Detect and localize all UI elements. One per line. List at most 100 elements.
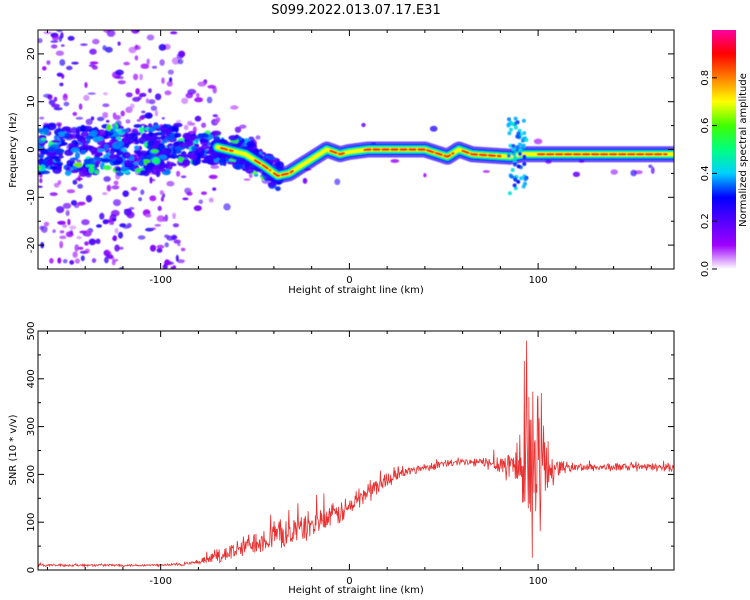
heatmap-noise-cell — [43, 221, 50, 227]
heatmap-band-cell — [49, 165, 58, 170]
heatmap-band-cell — [234, 163, 243, 170]
heatmap-band-cell — [226, 161, 237, 165]
heatmap-noise-cell — [171, 57, 180, 65]
heatmap-noise-cell — [149, 244, 157, 252]
heatmap-spike-cell — [519, 176, 524, 181]
heatmap-spike-cell — [507, 122, 511, 127]
heatmap-noise-cell — [175, 119, 182, 123]
heatmap-noise-cell — [212, 114, 218, 118]
heatmap-band-cell — [164, 169, 171, 175]
snr-panel: -100 0 100 0 100 200 300 400 500 Height of stra… — [8, 321, 675, 596]
heatmap-noise-cell — [145, 98, 150, 104]
heatmap-band-cell — [189, 153, 197, 161]
colorbar-ticks: 0.0 0.2 0.4 0.6 0.8 — [700, 70, 717, 277]
heatmap-noise-cell — [114, 228, 119, 234]
heatmap-spike-cell — [507, 191, 512, 196]
heatmap-noise-cell — [53, 107, 63, 111]
heatmap-spike-cell — [522, 154, 527, 159]
heatmap-noise-cell — [125, 119, 131, 124]
heatmap-noise-cell — [159, 190, 164, 196]
heatmap-noise-cell — [66, 189, 76, 194]
heatmap-spike-cell — [513, 162, 517, 167]
spectrogram-y-axis-label: Frequency (Hz) — [8, 112, 19, 188]
heatmap-noise-cell — [166, 180, 175, 187]
heatmap-spike-cell — [513, 116, 518, 121]
heatmap-noise-cell — [102, 192, 108, 196]
heatmap-band-cell — [93, 147, 98, 153]
heatmap-spike-cell — [518, 148, 523, 153]
heatmap-band-cell — [116, 150, 124, 156]
heatmap-band-cell — [246, 140, 256, 148]
heatmap-band-cell — [165, 163, 173, 171]
snr-y-ticks: 0 100 200 300 400 500 — [26, 321, 674, 573]
heatmap-noise-cell — [172, 223, 180, 228]
heatmap-band-cell — [83, 158, 91, 163]
heatmap-noise-cell — [105, 119, 110, 123]
colorbar: 0.0 0.2 0.4 0.6 0.8 Normalized spectral ampl… — [700, 30, 749, 277]
heatmap-noise-cell — [125, 106, 133, 114]
heatmap-band-cell — [112, 125, 117, 131]
heatmap-noise-cell — [194, 115, 202, 122]
heatmap-band-cell — [38, 165, 42, 171]
heatmap-band-cell — [267, 181, 276, 188]
heatmap-noise-cell — [169, 77, 173, 83]
heatmap-band-cell — [188, 138, 195, 142]
heatmap-band-cell — [97, 129, 106, 138]
heatmap-noise-cell — [65, 210, 70, 217]
heatmap-noise-cell — [125, 92, 133, 98]
heatmap-noise-cell — [73, 203, 80, 209]
x-tick-label: 100 — [529, 576, 548, 587]
heatmap-noise-cell — [187, 88, 197, 95]
heatmap-band-cell — [108, 154, 117, 160]
heatmap-band-cell — [158, 154, 168, 160]
heatmap-noise-cell — [130, 186, 138, 191]
heatmap-noise-cell — [154, 109, 159, 117]
heatmap-band-cell — [78, 169, 88, 177]
heatmap-noise-cell — [140, 189, 145, 195]
heatmap-band-cell — [54, 158, 61, 163]
heatmap-spike-cell — [523, 177, 528, 182]
heatmap-noise-cell — [144, 213, 152, 218]
heatmap-noise-cell — [103, 176, 111, 182]
heatmap-band-cell — [245, 167, 255, 174]
heatmap-band-cell — [188, 150, 199, 154]
heatmap-noise-cell — [74, 244, 79, 252]
heatmap-noise-cell — [84, 82, 88, 88]
heatmap-noise-cell — [183, 124, 189, 131]
heatmap-noise-cell — [50, 40, 59, 43]
heatmap-spike-cell — [506, 153, 511, 158]
heatmap-noise-cell — [173, 239, 181, 244]
heatmap-noise-cell — [128, 46, 137, 54]
heatmap-noise-cell — [111, 185, 120, 190]
heatmap-band-cell — [51, 139, 61, 143]
heatmap-noise-cell — [198, 199, 203, 205]
heatmap-band-cell — [228, 135, 238, 141]
heatmap-noise-cell — [88, 238, 97, 246]
heatmap-band-cell — [90, 130, 98, 137]
heatmap-noise-cell — [72, 251, 78, 258]
heatmap-noise-cell — [69, 225, 77, 230]
heatmap-band-cell — [46, 146, 57, 153]
heatmap-band-cell — [154, 132, 163, 136]
heatmap-noise-cell — [206, 96, 213, 104]
heatmap-noise-cell — [113, 199, 121, 207]
heatmap-band-cell — [162, 139, 168, 144]
heatmap-band-cell — [40, 170, 50, 175]
heatmap-band-cell — [146, 145, 155, 149]
heatmap-band-cell — [100, 158, 111, 163]
heatmap-band-cell — [46, 158, 54, 167]
heatmap-noise-cell — [112, 218, 117, 222]
heatmap-band-cell — [140, 169, 147, 175]
heatmap-band-cell — [145, 166, 154, 173]
heatmap-band-cell — [85, 164, 95, 168]
heatmap-noise-cell — [39, 178, 43, 184]
heatmap-noise-cell — [83, 94, 90, 101]
heatmap-noise-cell — [160, 196, 164, 202]
y-tick-label: 200 — [26, 465, 37, 484]
heatmap-noise-cell — [243, 178, 251, 181]
heatmap-noise-cell — [135, 88, 140, 95]
y-tick-label: 400 — [26, 369, 37, 388]
colorbar-tick-label: 0.8 — [700, 70, 711, 86]
heatmap-noise-cell — [139, 73, 143, 81]
figure-title: S099.2022.013.07.17.E31 — [271, 3, 440, 18]
